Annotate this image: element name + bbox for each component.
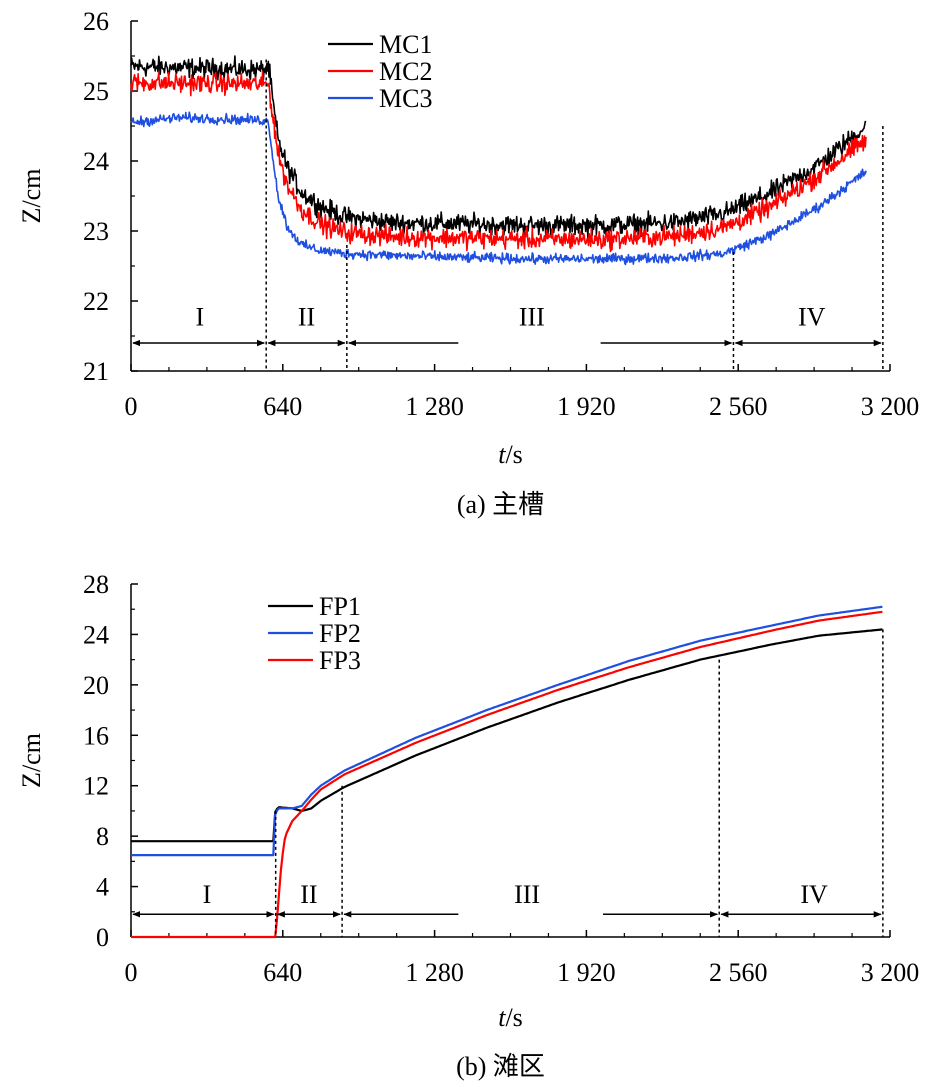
phase-label-b: IV bbox=[800, 880, 828, 909]
y-tick-label-a: 22 bbox=[83, 287, 109, 316]
y-tick-label-b: 12 bbox=[83, 772, 109, 801]
phase-label-a: IV bbox=[798, 303, 826, 332]
legend-label-mc1: MC1 bbox=[379, 30, 432, 59]
chart-floodplain: 0 4 8 12 16 20 24 28 0 640 1 280 1 920 2 560 3 200 Z/c… bbox=[17, 570, 919, 1081]
x-tick-label-b: 3 200 bbox=[861, 958, 920, 987]
series-line-mc1 bbox=[130, 55, 867, 238]
x-tick-label-b: 1 920 bbox=[557, 958, 616, 987]
legend-label-mc3: MC3 bbox=[379, 84, 432, 113]
series-line-fp3 bbox=[131, 610, 883, 939]
y-tick-label-b: 16 bbox=[83, 721, 109, 750]
x-tick-label-a: 3 200 bbox=[861, 392, 920, 421]
phase-label-a: II bbox=[298, 303, 315, 332]
x-tick-label-a: 2 560 bbox=[709, 392, 768, 421]
y-tick-label-b: 4 bbox=[96, 873, 109, 902]
x-tick-label-b: 1 280 bbox=[405, 958, 464, 987]
y-tick-label-a: 25 bbox=[83, 77, 109, 106]
x-tick-label-b: 2 560 bbox=[709, 958, 768, 987]
series-line-mc2 bbox=[130, 70, 867, 253]
chart-caption-b: (b) 滩区 bbox=[456, 1052, 545, 1081]
x-axis-label-b: t/s bbox=[498, 1003, 523, 1032]
y-tick-label-a: 23 bbox=[83, 217, 109, 246]
y-tick-label-a: 24 bbox=[83, 147, 109, 176]
legend-label-fp1: FP1 bbox=[319, 592, 361, 621]
series-line-fp1 bbox=[131, 628, 883, 843]
chart-caption-a: (a) 主槽 bbox=[457, 490, 544, 519]
legend-label-fp2: FP2 bbox=[319, 619, 361, 648]
series-line-mc3 bbox=[130, 111, 867, 266]
phase-label-a: III bbox=[519, 303, 545, 332]
chart-main-channel: 21 22 23 24 25 26 0 640 1 280 1 920 2 560 3 200 Z/cm… bbox=[17, 7, 919, 519]
phase-label-a: I bbox=[195, 303, 204, 332]
x-tick-label-a: 0 bbox=[125, 392, 138, 421]
y-tick-label-b: 24 bbox=[83, 620, 109, 649]
y-tick-label-a: 21 bbox=[83, 357, 109, 386]
legend-label-fp3: FP3 bbox=[319, 646, 361, 675]
y-tick-label-b: 8 bbox=[96, 822, 109, 851]
x-tick-label-a: 1 920 bbox=[557, 392, 616, 421]
y-axis-label-b: Z/cm bbox=[17, 733, 46, 788]
x-axis-label-a: t/s bbox=[498, 440, 523, 469]
y-tick-label-b: 20 bbox=[83, 671, 109, 700]
phase-label-b: II bbox=[300, 880, 317, 909]
x-tick-label-a: 1 280 bbox=[405, 392, 464, 421]
phase-label-b: III bbox=[514, 880, 540, 909]
x-tick-label-b: 640 bbox=[263, 958, 302, 987]
y-tick-label-a: 26 bbox=[83, 7, 109, 36]
y-tick-label-b: 0 bbox=[96, 923, 109, 952]
y-axis-label-a: Z/cm bbox=[17, 169, 46, 224]
x-tick-label-b: 0 bbox=[125, 958, 138, 987]
y-tick-label-b: 28 bbox=[83, 570, 109, 599]
legend-label-mc2: MC2 bbox=[379, 57, 432, 86]
x-tick-label-a: 640 bbox=[263, 392, 302, 421]
series-line-fp2 bbox=[131, 605, 883, 857]
phase-label-b: I bbox=[203, 880, 212, 909]
